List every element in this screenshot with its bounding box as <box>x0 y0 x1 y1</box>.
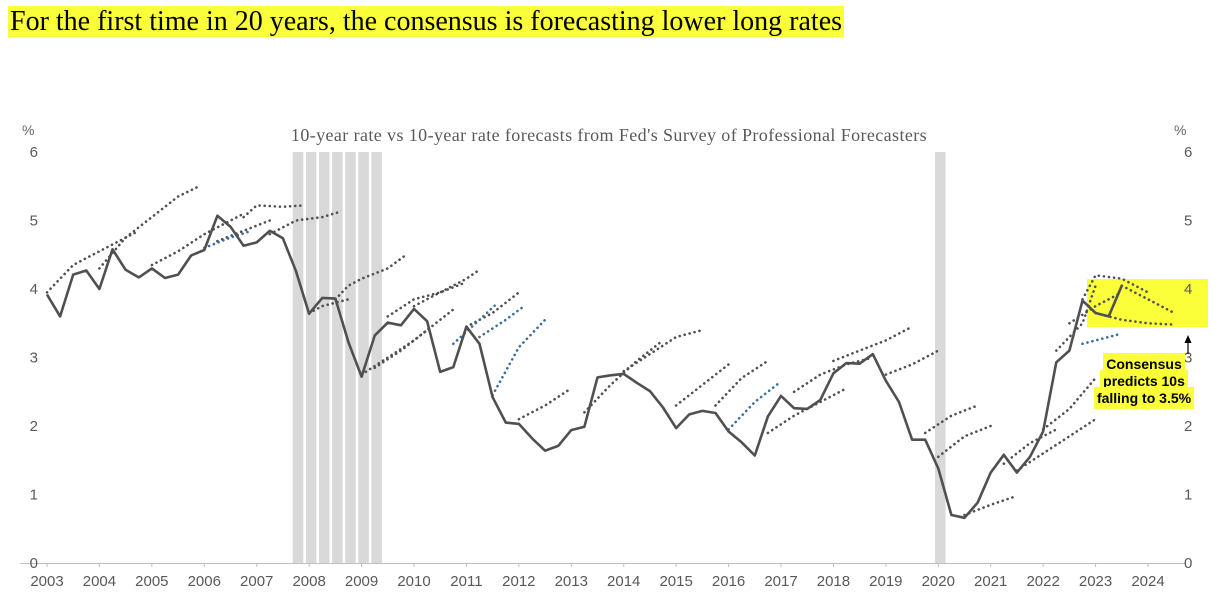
y-tick-label-right: 5 <box>1184 213 1192 230</box>
forecast-dotted-line <box>832 325 914 363</box>
recession-bar <box>318 152 330 563</box>
x-tick-label: 2004 <box>83 573 116 590</box>
x-tick-label: 2010 <box>397 573 430 590</box>
x-tick-label: 2019 <box>869 573 902 590</box>
forecast-dotted-line-blue <box>452 301 500 346</box>
y-tick-label-right: 0 <box>1184 555 1192 572</box>
forecast-dotted-line <box>216 219 272 243</box>
forecast-dotted-line-blue <box>727 380 783 431</box>
x-tick-label: 2020 <box>922 573 955 590</box>
x-tick-label: 2021 <box>974 573 1007 590</box>
x-tick-label: 2023 <box>1079 573 1112 590</box>
forecast-dotted-line <box>307 298 350 315</box>
annotation-line-3: falling to 3.5% <box>1096 390 1192 406</box>
y-tick-label-left: 0 <box>30 555 38 572</box>
forecast-dotted-line <box>517 387 573 421</box>
forecast-dotted-line <box>923 404 979 435</box>
x-ticks: 2003 2004 2005 2006 2007 2008 2009 2010 2011 2012… <box>30 563 1165 590</box>
forecast-dotted-line <box>150 212 245 267</box>
forecast-dotted-line <box>268 210 342 236</box>
forecast-dotted-line <box>622 328 704 373</box>
forecast-dotted-line <box>963 494 1019 517</box>
x-tick-label: 2024 <box>1131 573 1164 590</box>
x-tick-label: 2011 <box>450 573 482 590</box>
x-tick-label: 2006 <box>188 573 221 590</box>
x-tick-label: 2005 <box>135 573 168 590</box>
y-tick-label-right: 2 <box>1184 418 1192 435</box>
forecast-dotted-line <box>373 308 455 370</box>
x-tick-label: 2014 <box>607 573 640 590</box>
highlight-box <box>1087 279 1208 327</box>
forecast-dotted-line <box>937 424 992 459</box>
annotation-line-2: predicts 10s <box>1103 373 1185 389</box>
x-tick-label: 2012 <box>502 573 535 590</box>
y-unit-right: % <box>1174 122 1186 138</box>
forecast-dotted-line <box>674 363 730 407</box>
x-tick-label: 2016 <box>712 573 745 590</box>
forecast-dotted-line <box>766 387 848 435</box>
forecast-dotted-line <box>1002 428 1058 465</box>
y-tick-label-left: 5 <box>30 213 38 230</box>
forecast-dotted-line <box>1041 376 1097 431</box>
forecast-dotted-line <box>884 349 940 376</box>
y-tick-label-right: 6 <box>1184 144 1192 161</box>
forecast-dotted-line <box>1015 417 1097 472</box>
x-tick-label: 2017 <box>764 573 797 590</box>
consensus-annotation: Consensus predicts 10s falling to 3.5% <box>1086 356 1202 407</box>
x-tick-label: 2022 <box>1026 573 1059 590</box>
y-tick-label-right: 1 <box>1184 487 1192 504</box>
forecast-dotted-line-blue <box>203 229 253 250</box>
forecast-dotted-line <box>792 356 875 394</box>
x-tick-label: 2007 <box>240 573 273 590</box>
y-tick-label-left: 6 <box>30 144 38 161</box>
y-unit-left: % <box>22 122 34 138</box>
forecast-lines <box>45 185 1176 517</box>
x-tick-label: 2009 <box>345 573 378 590</box>
forecast-dotted-line <box>45 229 141 294</box>
x-tick-label: 2008 <box>292 573 325 590</box>
recession-bar <box>305 152 317 563</box>
recession-bar <box>332 152 343 563</box>
chart-title: 10-year rate vs 10-year rate forecasts f… <box>291 125 927 145</box>
arrow-icon <box>1184 335 1192 354</box>
forecast-dotted-line-blue <box>1081 332 1124 346</box>
forecast-dotted-line <box>242 204 306 219</box>
x-tick-label: 2013 <box>555 573 588 590</box>
annotation-line-1: Consensus <box>1106 356 1182 372</box>
forecast-dotted-line <box>1081 273 1150 301</box>
recession-bar <box>371 152 382 563</box>
recession-bars <box>292 152 946 563</box>
forecast-dotted-line-blue <box>478 304 526 339</box>
forecast-dotted-line <box>1120 284 1176 315</box>
forecast-dotted-line <box>465 291 521 328</box>
forecast-dotted-line <box>1094 311 1176 326</box>
forecast-dotted-line <box>412 268 481 308</box>
forecast-dotted-line <box>583 339 665 414</box>
actual-rate-line <box>45 214 1123 520</box>
y-tick-label-right: 3 <box>1184 350 1192 367</box>
recession-bar <box>292 152 304 563</box>
forecast-dotted-line <box>386 280 468 318</box>
x-tick-label: 2015 <box>659 573 692 590</box>
headline-text: For the first time in 20 years, the cons… <box>8 6 845 37</box>
recession-bar <box>345 152 356 563</box>
x-tick-label: 2003 <box>30 573 63 590</box>
forecast-dotted-line <box>98 185 201 270</box>
actual-10y-rate-line <box>45 214 1123 520</box>
y-tick-label-left: 2 <box>30 418 38 435</box>
y-tick-label-right: 4 <box>1184 281 1192 298</box>
x-tick-label: 2018 <box>817 573 850 590</box>
recession-bar <box>358 152 369 563</box>
headline: For the first time in 20 years, the cons… <box>8 4 845 40</box>
recession-bar <box>935 152 946 563</box>
forecast-dotted-line-blue <box>491 318 547 397</box>
y-tick-label-left: 4 <box>30 281 38 298</box>
y-tick-label-left: 1 <box>30 487 38 504</box>
y-ticks: 0 0 1 1 2 2 3 3 4 4 5 5 6 6 <box>30 144 1193 572</box>
y-tick-label-left: 3 <box>30 350 38 367</box>
